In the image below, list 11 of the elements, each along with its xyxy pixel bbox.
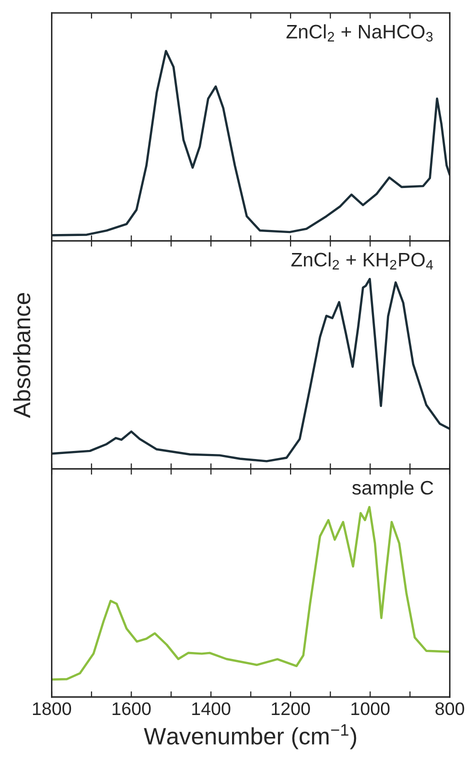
chart-title: sample C [352,480,434,499]
x-axis-title: Wavenumber (cm$^{−1}$) [144,724,356,750]
x-tick-label: 800 [436,702,464,716]
chart-title: ZnCl$_{2}$ + KH$_{2}$PO$_{4}$ [291,252,433,270]
y-axis-title: Absorbance [13,293,30,418]
x-tick-label: 1800 [32,702,72,716]
x-tick-label: 1600 [112,702,151,716]
x-tick-label: 1000 [351,702,390,716]
x-tick-label: 1400 [192,702,230,716]
chart-title: ZnCl$_{2}$ + NaHCO$_{3}$ [286,24,433,42]
x-tick-label: 1200 [272,702,310,716]
